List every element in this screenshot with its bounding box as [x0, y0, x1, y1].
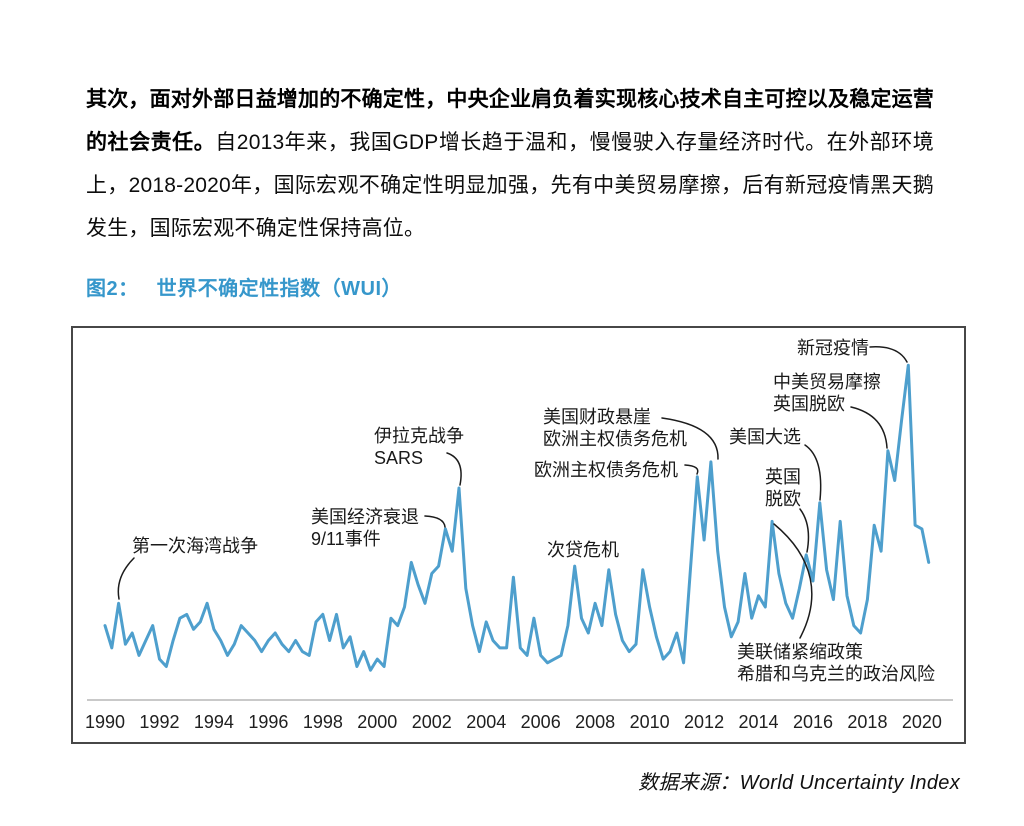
annotation-fed-greece: 美联储紧缩政策 希腊和乌克兰的政治风险 [737, 641, 935, 685]
figure-number: 图2： [86, 278, 139, 300]
x-axis-label: 2012 [684, 712, 724, 732]
figure-title: 世界不确定性指数（WUI） [156, 278, 403, 300]
annotation-euro-crisis: 欧洲主权债务危机 [534, 459, 678, 481]
annotation-euro-crisis-line: 欧洲主权债务危机 [534, 460, 678, 480]
annotation-fiscal-cliff: 美国财政悬崖 欧洲主权债务危机 [543, 406, 687, 450]
x-axis-label: 1992 [139, 712, 179, 732]
annotation-us-election-line: 美国大选 [729, 427, 801, 447]
annotation-iraq-sars-line: SARS [374, 448, 424, 468]
data-source-note: 数据来源：World Uncertainty Index [0, 766, 960, 795]
callout-line-us-election [804, 444, 822, 501]
wui-line-series [103, 363, 931, 672]
x-axis-label: 1998 [303, 712, 343, 732]
callout-line-iraq-sars [446, 452, 462, 486]
annotation-subprime-line: 次贷危机 [547, 540, 619, 560]
x-axis-label: 2000 [357, 712, 397, 732]
annotation-gulf-war-line: 第一次海湾战争 [132, 536, 258, 556]
annotation-us-recession: 美国经济衰退 9/11事件 [311, 506, 419, 550]
annotation-covid-line: 新冠疫情 [797, 338, 869, 358]
callout-line-fed-greece [773, 523, 813, 639]
callout-line-brexit [799, 508, 810, 553]
callout-line-gulf-war [117, 557, 135, 600]
source-prefix: 数据来源： [638, 772, 740, 794]
annotation-fed-greece-line: 美联储紧缩政策 [737, 642, 863, 662]
annotation-iraq-sars: 伊拉克战争 SARS [374, 425, 464, 469]
x-axis-label: 2018 [847, 712, 887, 732]
annotation-fiscal-cliff-line: 美国财政悬崖 [543, 407, 651, 427]
annotation-gulf-war: 第一次海湾战争 [132, 535, 258, 557]
x-axis-label: 2016 [793, 712, 833, 732]
annotation-us-recession-line: 9/11事件 [311, 529, 381, 549]
annotation-covid: 新冠疫情 [797, 337, 869, 359]
figure-caption: 图2： 世界不确定性指数（WUI） [86, 272, 402, 301]
chart-svg: 1990 1992 1994 1996 1998 2000 2002 2004 2006 2008… [85, 346, 953, 732]
x-axis-label: 1996 [248, 712, 288, 732]
annotation-fiscal-cliff-line: 欧洲主权债务危机 [543, 429, 687, 449]
annotation-iraq-sars-line: 伊拉克战争 [374, 426, 464, 446]
x-axis-label: 2006 [521, 712, 561, 732]
callout-line-covid [869, 346, 908, 363]
x-axis-label: 2002 [412, 712, 452, 732]
callout-line-euro-crisis [684, 464, 699, 475]
annotation-trade-war: 中美贸易摩擦 英国脱欧 [773, 371, 881, 415]
wui-chart: 1990 1992 1994 1996 1998 2000 2002 2004 2006 2008… [71, 326, 966, 744]
annotation-us-election: 美国大选 [729, 426, 801, 448]
paragraph-bold-sentence: 其次，面对外部日益增加的不确定性，中央企业肩负着实现核心技术自主可控以及稳定运营… [86, 88, 934, 154]
annotation-trade-war-line: 英国脱欧 [773, 394, 845, 414]
callout-line-trade-war [850, 406, 888, 449]
annotation-brexit: 英国 脱欧 [765, 466, 801, 510]
annotation-us-recession-line: 美国经济衰退 [311, 507, 419, 527]
annotation-subprime: 次贷危机 [547, 539, 619, 561]
annotation-brexit-line: 英国 [765, 467, 801, 487]
body-paragraph: 其次，面对外部日益增加的不确定性，中央企业肩负着实现核心技术自主可控以及稳定运营… [86, 78, 934, 250]
callout-line-us-recession [424, 515, 446, 528]
source-text: World Uncertainty Index [739, 772, 960, 794]
x-axis-label: 1994 [194, 712, 234, 732]
x-axis-label: 2014 [738, 712, 778, 732]
annotation-fed-greece-line: 希腊和乌克兰的政治风险 [737, 664, 935, 684]
x-axis-label: 2020 [902, 712, 942, 732]
callout-line-fiscal-cliff [661, 417, 719, 460]
annotation-trade-war-line: 中美贸易摩擦 [773, 372, 881, 392]
x-axis-label: 2010 [630, 712, 670, 732]
x-axis-label: 2008 [575, 712, 615, 732]
x-axis-label: 2004 [466, 712, 506, 732]
x-axis-label: 1990 [85, 712, 125, 732]
annotation-brexit-line: 脱欧 [765, 489, 801, 509]
paragraph-regular-text: 自2013年来，我国GDP增长趋于温和，慢慢驶入存量经济时代。在外部环境上，20… [86, 131, 934, 240]
